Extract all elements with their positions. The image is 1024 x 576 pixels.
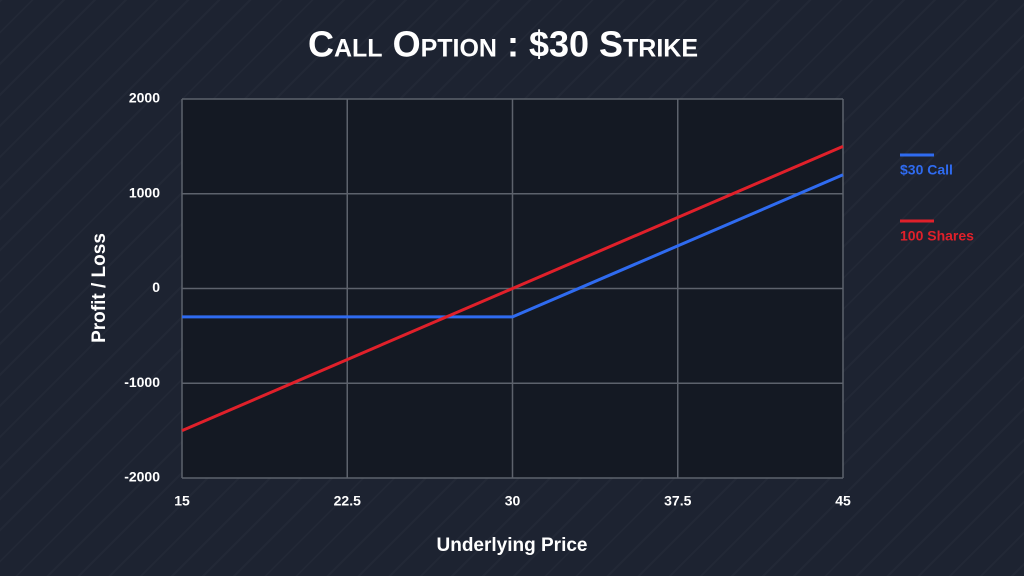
y-tick-label: 1000 — [129, 184, 160, 200]
x-tick-label: 15 — [174, 493, 190, 509]
x-tick-label: 45 — [835, 493, 851, 509]
series-line — [182, 173, 844, 319]
y-axis-label: Profit / Loss — [89, 233, 110, 343]
y-tick-label: -2000 — [124, 469, 160, 485]
legend-label: $30 Call — [900, 162, 953, 178]
legend-label: 100 Shares — [900, 228, 974, 244]
series-line — [181, 144, 844, 433]
x-tick-label: 30 — [505, 493, 521, 509]
chart-title: Call Option : $30 Strike — [308, 24, 698, 65]
y-tick-label: -1000 — [124, 374, 160, 390]
x-axis-label: Underlying Price — [437, 535, 588, 556]
y-tick-label: 2000 — [129, 90, 160, 106]
x-tick-label: 37.5 — [664, 493, 691, 509]
y-tick-label: 0 — [152, 279, 160, 295]
x-tick-label: 22.5 — [334, 493, 361, 509]
